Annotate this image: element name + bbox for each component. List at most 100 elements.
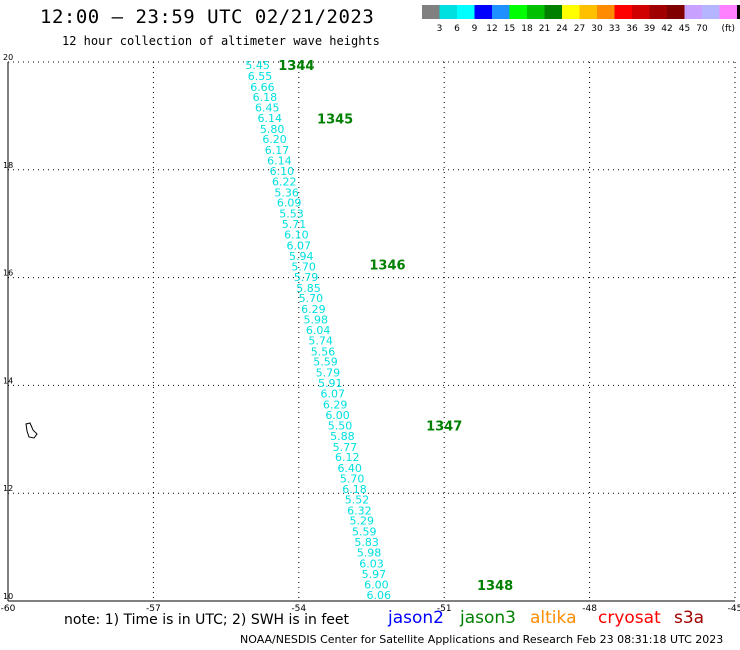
wave-height-value: 6.14 — [257, 112, 282, 125]
colorbar-swatch — [439, 5, 457, 19]
satellite-s3a-label: s3a — [674, 608, 705, 628]
wave-height-value: 6.07 — [287, 239, 312, 252]
colorbar-tick-label: 21 — [539, 24, 550, 34]
wave-height-value: 5.59 — [313, 356, 338, 369]
wave-height-value: 5.80 — [260, 123, 285, 136]
wave-height-value: 6.55 — [248, 70, 273, 83]
wave-height-value: 5.88 — [330, 430, 355, 443]
wave-height-value: 6.06 — [367, 589, 392, 602]
wave-height-value: 6.00 — [364, 578, 389, 591]
x-tick-label: -51 — [437, 604, 452, 612]
colorbar-tick-label: 33 — [609, 24, 620, 34]
colorbar-swatch — [562, 5, 580, 19]
wave-height-value: 5.50 — [328, 419, 353, 432]
wave-height-value: 5.98 — [304, 314, 329, 327]
wave-height-value: 6.32 — [347, 504, 372, 517]
colorbar-swatch — [597, 5, 615, 19]
colorbar-swatch — [649, 5, 667, 19]
colorbar-unit-label: (ft) — [722, 24, 736, 34]
y-tick-label: 10 — [3, 592, 13, 601]
wave-height-value: 5.91 — [318, 377, 343, 390]
colorbar-tick-label: 12 — [486, 24, 497, 34]
footer-note: note: 1) Time is in UTC; 2) SWH is in fe… — [64, 612, 350, 628]
wave-height-value: 5.70 — [291, 260, 316, 273]
x-tick-label: -60 — [1, 604, 16, 612]
wave-height-value: 5.70 — [299, 292, 324, 305]
wave-height-value: 5.85 — [296, 282, 321, 295]
colorbar-tick-label: 39 — [644, 24, 656, 34]
satellite-cryosat-label: cryosat — [598, 608, 661, 628]
x-tick-label: -45 — [728, 604, 740, 612]
y-tick-label: 14 — [3, 376, 13, 385]
wave-height-value: 6.18 — [342, 483, 367, 496]
wave-height-value: 5.94 — [289, 250, 314, 263]
wave-height-value: 6.14 — [267, 155, 292, 168]
wave-height-value: 6.00 — [325, 409, 350, 422]
pass-number-label: 1347 — [426, 419, 462, 434]
wave-height-value: 5.53 — [279, 207, 304, 220]
wave-height-value: 6.20 — [262, 133, 287, 146]
colorbar-swatch — [702, 5, 720, 19]
wave-height-value: 6.07 — [320, 387, 345, 400]
x-tick-label: -54 — [291, 604, 306, 612]
colorbar-tick-label: 70 — [696, 24, 708, 34]
colorbar-swatch — [527, 5, 545, 19]
satellite-jason2-label: jason2 — [388, 608, 444, 628]
wave-height-value: 6.18 — [253, 91, 278, 104]
wave-height-value: 6.03 — [359, 557, 384, 570]
wave-height-value: 6.04 — [306, 324, 331, 337]
satellite-jason3-label: jason3 — [460, 608, 516, 628]
wave-height-value: 6.10 — [284, 228, 309, 241]
colorbar-swatch — [614, 5, 632, 19]
colorbar-tick-label: 45 — [679, 24, 690, 34]
wave-height-value: 6.12 — [335, 451, 360, 464]
wave-height-value: 6.45 — [255, 101, 280, 114]
wave-height-value: 6.29 — [323, 398, 348, 411]
colorbar-swatch — [719, 5, 737, 19]
wave-height-value: 5.70 — [340, 473, 365, 486]
pass-number-label: 1344 — [278, 59, 314, 74]
pass-number-label: 1345 — [317, 113, 353, 128]
colorbar-swatch — [667, 5, 685, 19]
wave-height-value: 6.66 — [250, 81, 275, 94]
wave-height-value: 5.56 — [311, 345, 336, 358]
wave-height-value: 5.83 — [354, 536, 379, 549]
satellite-altika-label: altika — [530, 608, 577, 628]
island-outline — [25, 422, 38, 439]
chart-title: 12:00 – 23:59 UTC 02/21/2023 — [40, 6, 375, 28]
chart-subtitle: 12 hour collection of altimeter wave hei… — [62, 34, 380, 48]
colorbar-tick-label: 36 — [626, 24, 638, 34]
wave-height-value: 5.97 — [362, 568, 387, 581]
colorbar-tick-label: 42 — [661, 24, 672, 34]
wave-height-value: 5.29 — [350, 515, 375, 528]
pass-number-label: 1348 — [477, 579, 513, 594]
colorbar-tick-label: 9 — [472, 24, 478, 34]
colorbar-tick-label: 18 — [521, 24, 533, 34]
color-scale-bar: 3 6 9 12 15 18 21 24 27 30 33 36 39 42 45 70 (ft) — [422, 5, 740, 34]
wave-height-value: 6.22 — [272, 176, 297, 189]
colorbar-tick-label: 24 — [556, 24, 568, 34]
wave-height-value: 5.36 — [274, 186, 299, 199]
colorbar-swatch — [737, 5, 740, 19]
x-tick-label: -48 — [582, 604, 597, 612]
wave-height-value: 5.77 — [333, 441, 358, 454]
colorbar-tick-label: 30 — [591, 24, 603, 34]
pass-number-label: 1346 — [369, 259, 405, 274]
y-tick-label: 12 — [3, 484, 13, 493]
x-tick-label: -57 — [146, 604, 161, 612]
y-tick-label: 16 — [3, 269, 13, 278]
wave-height-value: 5.74 — [308, 335, 333, 348]
colorbar-swatch — [684, 5, 702, 19]
colorbar-swatch — [579, 5, 597, 19]
colorbar-swatch — [422, 5, 440, 19]
colorbar-swatch — [544, 5, 562, 19]
wave-height-value: 6.10 — [270, 165, 295, 178]
colorbar-swatch — [457, 5, 475, 19]
wave-height-value: 5.45 — [245, 59, 270, 72]
wave-height-value: 5.79 — [294, 271, 319, 284]
colorbar-tick-label: 27 — [574, 24, 585, 34]
wave-height-value: 5.98 — [357, 546, 382, 559]
wave-height-value: 5.59 — [352, 525, 377, 538]
colorbar-tick-label: 15 — [504, 24, 515, 34]
wave-height-value: 5.52 — [345, 494, 370, 507]
